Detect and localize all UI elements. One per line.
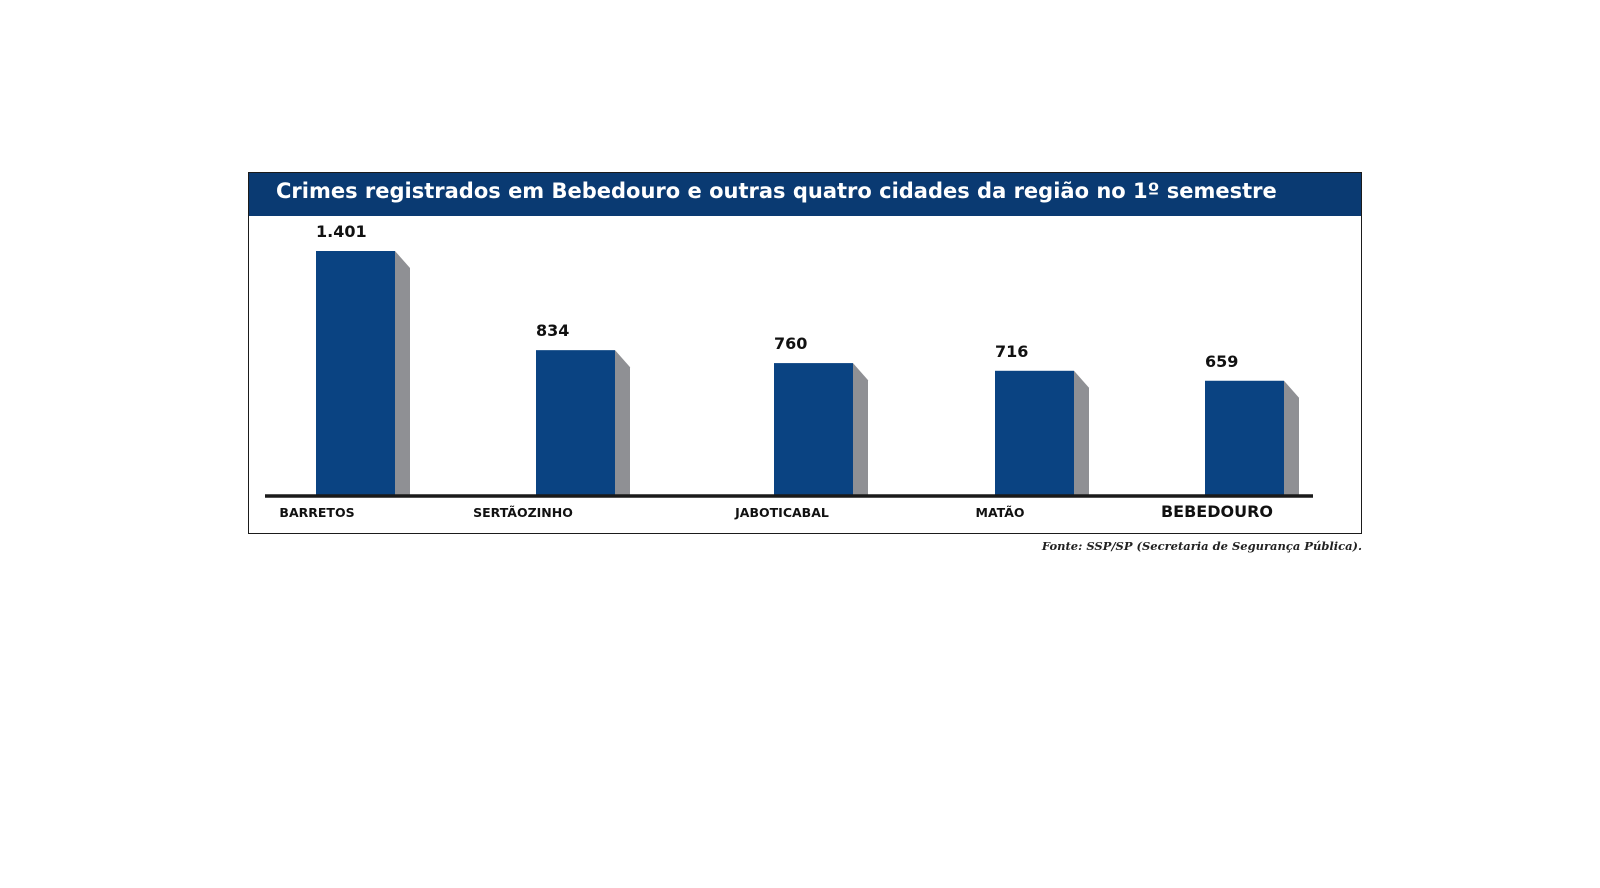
- bar-side-barretos: [395, 251, 410, 496]
- category-label-jaboticabal: JABOTICABAL: [734, 505, 829, 520]
- category-label-bebedouro: BEBEDOURO: [1161, 502, 1273, 521]
- category-label-sertaozinho: SERTÃOZINHO: [473, 505, 573, 520]
- labels-layer: 1.401 BARRETOS 834 SERTÃOZINHO 760 JABOTICABA…: [279, 222, 1273, 521]
- bar-matao: [995, 370, 1074, 496]
- value-label-barretos: 1.401: [316, 222, 367, 241]
- bar-side-jaboticabal: [853, 363, 868, 496]
- value-label-sertaozinho: 834: [536, 321, 569, 340]
- value-label-jaboticabal: 760: [774, 334, 807, 353]
- bar-side-matao: [1074, 370, 1089, 496]
- bar-barretos: [316, 251, 395, 496]
- bar-side-sertaozinho: [615, 350, 630, 496]
- bar-side-bebedouro: [1284, 380, 1299, 496]
- bar-jaboticabal: [774, 363, 853, 496]
- chart-plot: 1.401 BARRETOS 834 SERTÃOZINHO 760 JABOTICABA…: [265, 222, 1313, 521]
- title-bar: Crimes registrados em Bebedouro e outras…: [249, 173, 1361, 216]
- chart-frame: Crimes registrados em Bebedouro e outras…: [248, 172, 1362, 534]
- bars-layer: [316, 251, 1299, 496]
- bar-bebedouro: [1205, 380, 1284, 496]
- bar-sertaozinho: [536, 350, 615, 496]
- category-label-barretos: BARRETOS: [279, 505, 354, 520]
- chart-title: Crimes registrados em Bebedouro e outras…: [276, 179, 1277, 203]
- category-label-matao: MATÃO: [976, 505, 1025, 520]
- value-label-bebedouro: 659: [1205, 352, 1238, 371]
- value-label-matao: 716: [995, 342, 1028, 361]
- source-note: Fonte: SSP/SP (Secretaria de Segurança P…: [1041, 539, 1362, 553]
